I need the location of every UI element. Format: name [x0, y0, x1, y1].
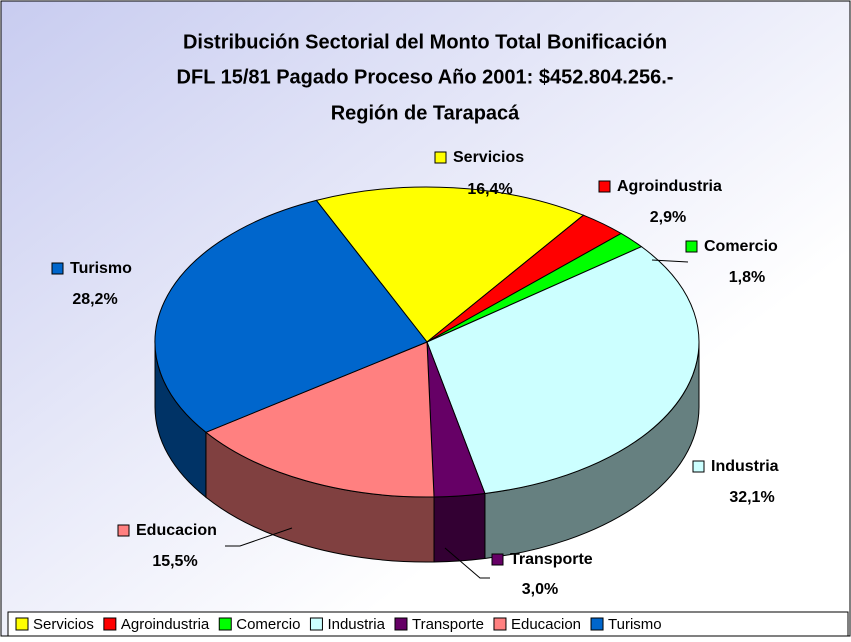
data-label-name: Transporte — [510, 551, 593, 568]
leader-lines — [225, 259, 689, 579]
slice-side — [433, 492, 486, 563]
slice — [426, 246, 700, 494]
leader-line — [444, 547, 490, 579]
leader-line — [651, 259, 689, 263]
data-label: 28,2% — [72, 291, 117, 308]
legend-box — [7, 611, 849, 637]
data-label: 32,1% — [729, 489, 774, 506]
data-label-name: Agroindustria — [617, 178, 722, 195]
label-swatch — [434, 151, 447, 164]
legend-label: Agroindustria — [121, 616, 210, 633]
slice — [204, 341, 435, 498]
data-label: 15,5% — [152, 553, 197, 570]
legend-label: Turismo — [608, 616, 662, 633]
legend-swatch — [590, 617, 604, 631]
data-label: 3,0% — [522, 581, 558, 598]
slice — [154, 199, 428, 433]
legend-label: Transporte — [412, 616, 484, 633]
label-swatch — [598, 180, 611, 193]
data-label: 1,8% — [729, 269, 765, 286]
label-swatch — [491, 553, 504, 566]
pie — [154, 186, 700, 563]
data-label-name: Industria — [711, 458, 779, 475]
label-swatch — [692, 460, 705, 473]
legend-label: Servicios — [33, 616, 94, 633]
label-swatch — [685, 240, 698, 253]
legend-label: Comercio — [236, 616, 300, 633]
data-label: 16,4% — [467, 181, 512, 198]
data-label: 2,9% — [650, 209, 686, 226]
chart-title: DFL 15/81 Pagado Proceso Año 2001: $452.… — [177, 66, 674, 88]
legend-swatch — [309, 617, 323, 631]
legend: Servicios Agroindustria Comercio Industria T… — [15, 616, 662, 633]
chart-title: Distribución Sectorial del Monto Total B… — [183, 31, 667, 53]
legend-swatch — [394, 617, 408, 631]
label-swatch — [117, 524, 130, 537]
data-label-name: Turismo — [70, 260, 132, 277]
legend-swatch — [15, 617, 29, 631]
chart-title: Región de Tarapacá — [331, 102, 520, 124]
legend-swatch — [218, 617, 232, 631]
data-label-name: Educacion — [136, 522, 217, 539]
label-swatch — [51, 262, 64, 275]
legend-swatch — [493, 617, 507, 631]
legend-label: Educacion — [511, 616, 581, 633]
legend-label: Industria — [327, 616, 385, 633]
leader-line — [225, 527, 293, 547]
legend-swatch — [103, 617, 117, 631]
slice — [315, 186, 585, 343]
data-label-name: Servicios — [453, 149, 524, 166]
data-label-name: Comercio — [704, 238, 778, 255]
